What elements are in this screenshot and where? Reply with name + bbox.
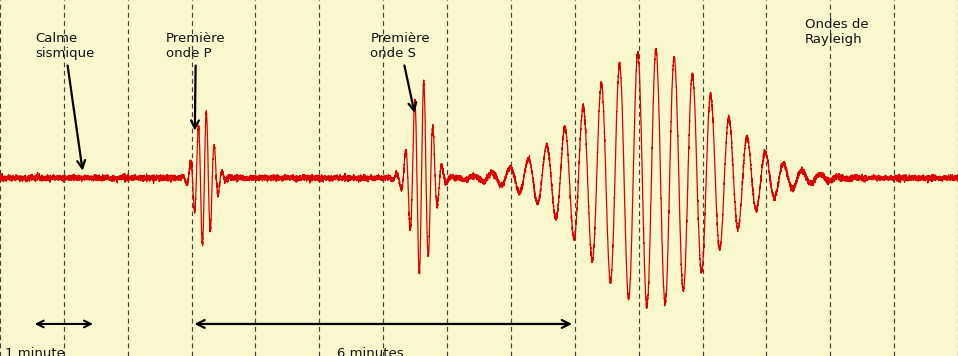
Text: 1 minute: 1 minute [5,347,65,356]
Text: Première
onde P: Première onde P [166,32,226,128]
Text: Première
onde S: Première onde S [371,32,430,111]
Text: 6 minutes: 6 minutes [337,347,403,356]
Text: Ondes de
Rayleigh: Ondes de Rayleigh [805,18,868,46]
Text: Calme
sismique: Calme sismique [35,32,95,168]
